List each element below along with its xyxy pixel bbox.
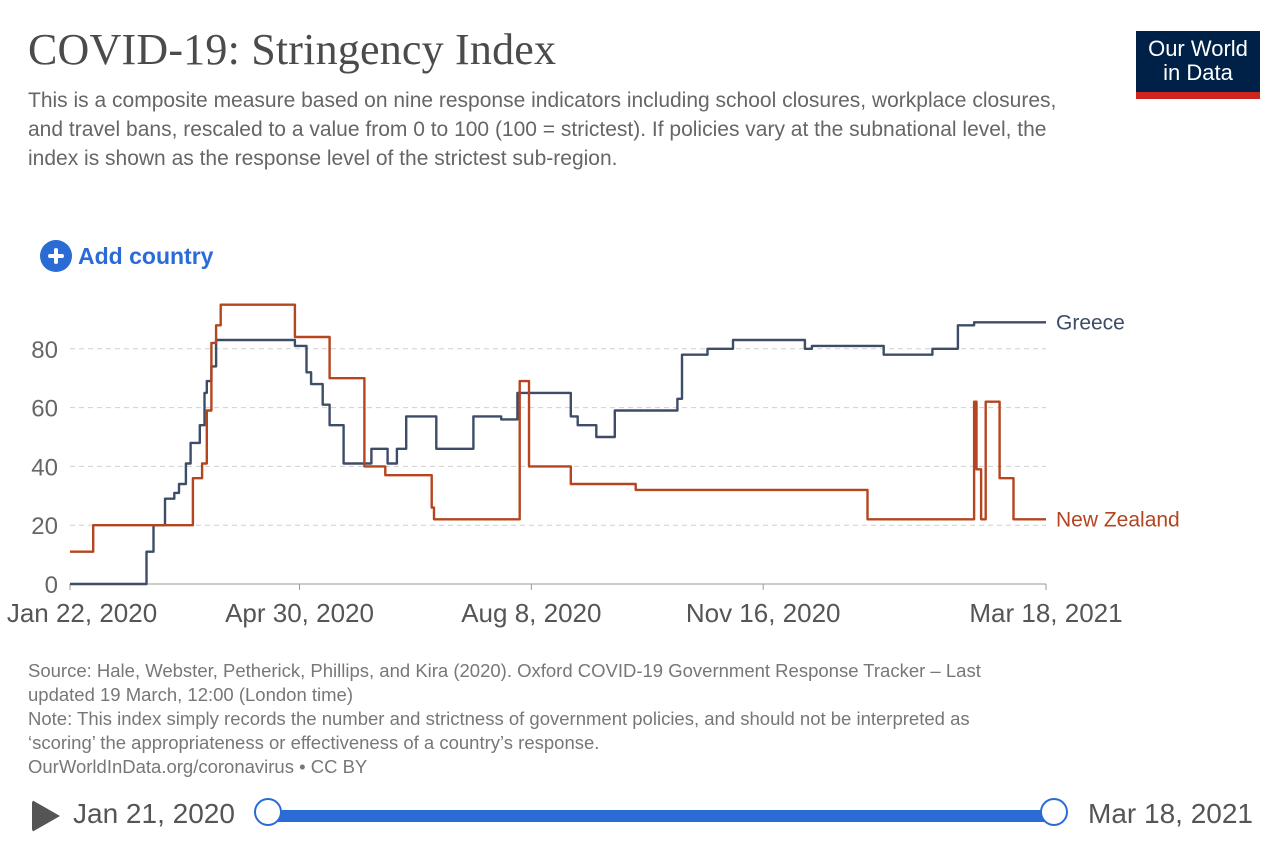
logo-line-1: Our World [1148, 36, 1248, 61]
y-tick-label: 60 [31, 396, 58, 423]
y-tick-label: 40 [31, 454, 58, 481]
source-text: Source: Hale, Webster, Petherick, Philli… [28, 660, 981, 705]
gridlines [70, 348, 1046, 526]
timeline-start-label: Jan 21, 2020 [73, 798, 235, 829]
series-label-greece[interactable]: Greece [1056, 311, 1125, 334]
timeline-end-handle[interactable] [1040, 798, 1068, 826]
series-line-new-zealand[interactable] [70, 303, 1046, 553]
chart-footer: Source: Hale, Webster, Petherick, Philli… [28, 659, 1228, 779]
license-text: OurWorldInData.org/coronavirus • CC BY [28, 756, 368, 777]
series-label-new-zealand[interactable]: New Zealand [1056, 508, 1180, 531]
series-line-greece[interactable] [70, 321, 1046, 586]
timeline-slider[interactable]: Jan 21, 2020 Mar 18, 2021 [0, 790, 1280, 846]
x-tick-label: Apr 30, 2020 [225, 598, 374, 628]
x-axis: Jan 22, 2020 Apr 30, 2020 Aug 8, 2020 Nov 1… [7, 583, 1123, 628]
y-tick-label: 20 [31, 513, 58, 540]
series-lines [70, 303, 1046, 586]
x-tick-label: Nov 16, 2020 [686, 598, 841, 628]
chart-title: COVID-19: Stringency Index [28, 25, 557, 74]
x-tick-label: Jan 22, 2020 [7, 598, 157, 628]
x-tick-label: Aug 8, 2020 [461, 598, 601, 628]
plus-circle-icon [40, 240, 72, 272]
y-axis-ticks: 0 20 40 60 80 [31, 337, 58, 599]
y-tick-label: 80 [31, 337, 58, 364]
series-labels: Greece New Zealand [1056, 311, 1180, 531]
y-tick-label: 0 [45, 572, 58, 599]
play-icon[interactable] [32, 800, 60, 832]
note-text: Note: This index simply records the numb… [28, 708, 970, 753]
line-chart: 0 20 40 60 80 Jan 22, 2020 Apr 30, 2020 Aug 8,… [7, 303, 1180, 628]
owid-logo[interactable]: Our World in Data [1136, 31, 1260, 99]
add-country-label: Add country [78, 242, 214, 269]
chart-subtitle: This is a composite measure based on nin… [28, 89, 1057, 170]
x-tick-label: Mar 18, 2021 [969, 598, 1122, 628]
logo-line-2: in Data [1163, 60, 1233, 85]
timeline-track[interactable] [268, 810, 1054, 822]
timeline-start-handle[interactable] [254, 798, 282, 826]
add-country-button[interactable]: Add country [40, 240, 213, 272]
timeline-end-label: Mar 18, 2021 [1088, 798, 1253, 829]
